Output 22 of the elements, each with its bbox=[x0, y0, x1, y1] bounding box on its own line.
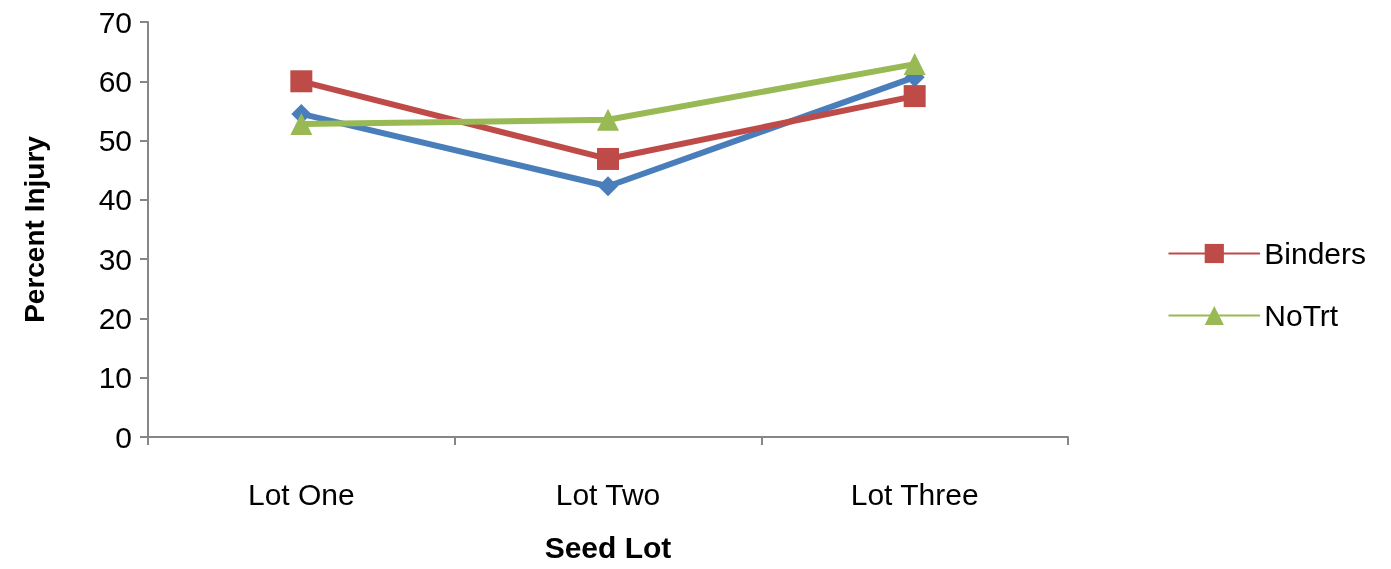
y-tick-label: 10 bbox=[98, 361, 132, 395]
x-tick-label: Lot Two bbox=[555, 477, 661, 511]
y-tick-label: 70 bbox=[98, 5, 132, 39]
x-axis-title: Seed Lot bbox=[544, 530, 672, 564]
x-tick-label: Lot Three bbox=[850, 477, 979, 511]
legend-label: Binders bbox=[1264, 237, 1366, 270]
y-tick-label: 40 bbox=[98, 183, 132, 217]
y-tick-label: 20 bbox=[98, 301, 132, 335]
point bbox=[597, 108, 619, 131]
legend-label: NoTrt bbox=[1264, 299, 1339, 332]
point bbox=[290, 112, 313, 135]
y-tick-label: 50 bbox=[98, 124, 132, 158]
y-tick-label: 0 bbox=[115, 420, 132, 454]
point bbox=[903, 53, 926, 76]
point bbox=[290, 70, 313, 93]
y-axis-title: Percent Injury bbox=[18, 135, 50, 323]
point bbox=[597, 147, 619, 170]
point bbox=[903, 85, 926, 108]
x-tick-label: Lot One bbox=[247, 477, 355, 511]
y-tick-label: 60 bbox=[98, 64, 132, 98]
y-tick-label: 30 bbox=[98, 242, 132, 276]
point bbox=[598, 176, 618, 197]
